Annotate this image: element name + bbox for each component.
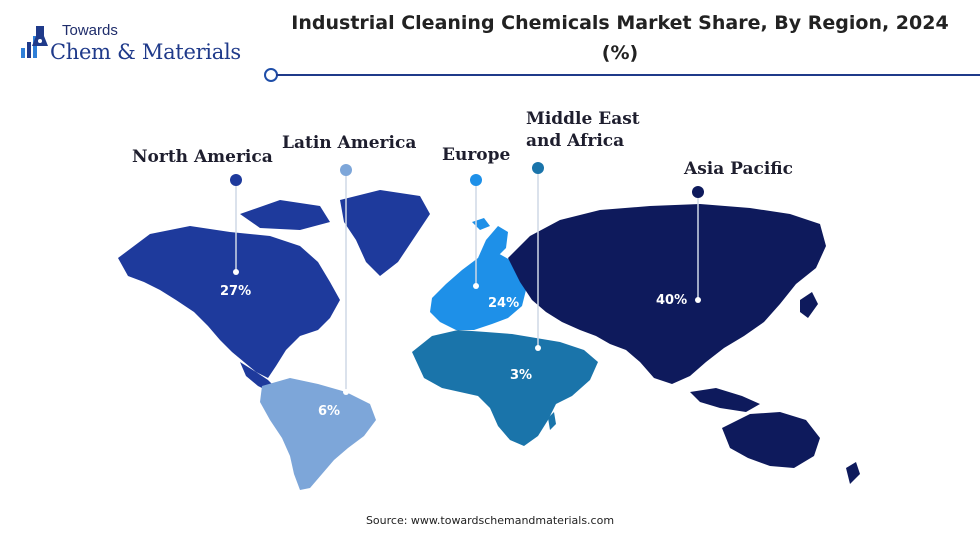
label-latin-america: Latin America bbox=[282, 133, 417, 153]
source-note: Source: www.towardschemandmaterials.com bbox=[365, 514, 615, 527]
label-middle-east-africa: Middle East and Africa bbox=[526, 109, 640, 151]
value-asia-pacific: 40% bbox=[656, 293, 688, 308]
map-region-asia-pacific bbox=[508, 204, 826, 384]
map-region-arctic-islands bbox=[240, 200, 330, 230]
map-region-scandinavia bbox=[478, 226, 508, 258]
value-latin-america: 6% bbox=[318, 404, 341, 419]
map-region-latin-america bbox=[260, 378, 376, 490]
logo-main-text: Chem & Materials bbox=[50, 40, 241, 64]
map-region-europe bbox=[430, 252, 526, 330]
value-north-america: 27% bbox=[220, 284, 252, 299]
label-asia-pacific: Asia Pacific bbox=[684, 159, 794, 179]
map-region-southeast-asia-islands bbox=[690, 388, 760, 412]
label-north-america: North America bbox=[132, 147, 273, 167]
value-middle-east-africa: 3% bbox=[510, 368, 533, 383]
label-europe: Europe bbox=[442, 145, 511, 165]
map-region-middle-east-africa bbox=[412, 330, 598, 446]
logo-top-text: Towards bbox=[62, 22, 118, 39]
marker-europe bbox=[470, 174, 482, 186]
value-europe: 24% bbox=[488, 296, 520, 311]
marker-asia-pacific-end bbox=[695, 297, 701, 303]
flask-logo-icon bbox=[21, 26, 48, 58]
map-region-new-zealand bbox=[846, 462, 860, 484]
title-rule bbox=[276, 74, 980, 76]
marker-middle-east-africa-end bbox=[535, 345, 541, 351]
map-region-central-america bbox=[240, 362, 276, 392]
marker-latin-america bbox=[340, 164, 352, 176]
brand-logo: Towards Chem & Materials bbox=[14, 16, 264, 72]
marker-asia-pacific bbox=[692, 186, 704, 198]
map-region-iceland bbox=[472, 218, 490, 230]
marker-north-america bbox=[230, 174, 242, 186]
map-region-madagascar bbox=[548, 412, 556, 430]
marker-middle-east-africa bbox=[532, 162, 544, 174]
map-region-japan bbox=[800, 292, 818, 318]
map-region-greenland bbox=[340, 190, 430, 276]
map-region-australia bbox=[722, 412, 820, 468]
marker-europe-end bbox=[473, 283, 479, 289]
map-region-north-america bbox=[118, 226, 340, 378]
chart-title: Industrial Cleaning Chemicals Market Sha… bbox=[291, 12, 949, 64]
marker-latin-america-end bbox=[343, 389, 349, 395]
marker-north-america-end bbox=[233, 269, 239, 275]
